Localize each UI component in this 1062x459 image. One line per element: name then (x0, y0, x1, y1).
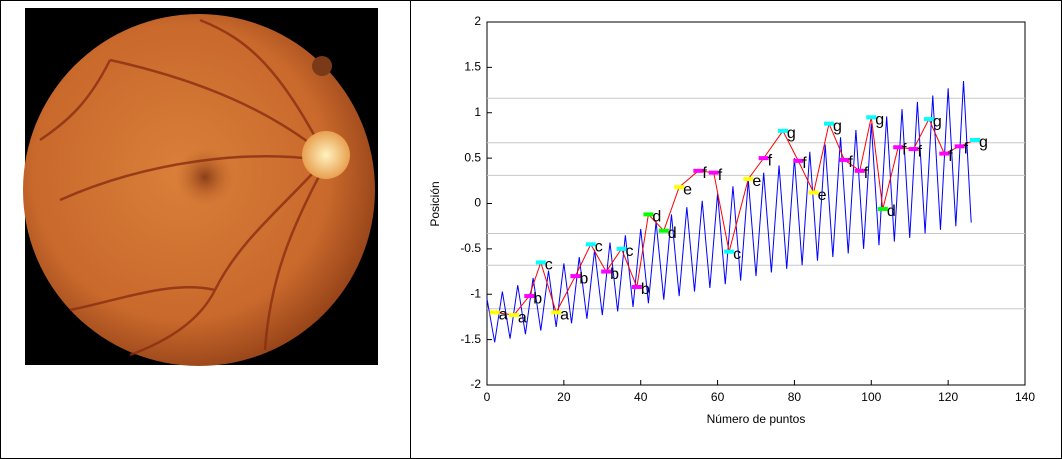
point-label: f (768, 152, 773, 169)
point-label: g (833, 118, 842, 135)
y-axis-label: Posición (428, 181, 442, 226)
point-label: b (641, 281, 650, 298)
point-label: a (518, 309, 527, 326)
point-label: a (560, 307, 569, 324)
x-tick-label: 60 (711, 390, 725, 404)
point-label: b (610, 266, 619, 283)
y-tick-label: 1.5 (464, 60, 481, 74)
point-label: c (626, 243, 634, 260)
y-tick-label: 0 (474, 196, 481, 210)
point-label: b (579, 270, 588, 287)
x-tick-label: 40 (634, 390, 648, 404)
point-label: f (864, 165, 869, 182)
y-tick-label: -0.5 (460, 241, 481, 255)
y-tick-label: -2 (470, 377, 481, 391)
point-label: g (875, 112, 884, 129)
point-label: e (752, 173, 761, 190)
y-tick-label: -1.5 (460, 332, 481, 346)
point-label: f (948, 148, 953, 165)
series-line (494, 117, 976, 316)
y-tick-label: 0.5 (464, 150, 481, 164)
point-label: f (848, 154, 853, 171)
point-label: c (595, 239, 603, 256)
x-tick-label: 100 (861, 390, 881, 404)
point-label: f (702, 165, 707, 182)
y-tick-label: 1 (474, 105, 481, 119)
point-label: f (718, 167, 723, 184)
point-label: f (902, 141, 907, 158)
x-tick-label: 0 (484, 390, 491, 404)
point-label: c (545, 257, 553, 274)
x-tick-label: 20 (557, 390, 571, 404)
x-tick-label: 140 (1015, 390, 1035, 404)
point-label: g (979, 134, 988, 151)
point-label: f (964, 141, 969, 158)
point-label: g (933, 113, 942, 130)
point-label: f (802, 155, 807, 172)
point-label: d (887, 203, 896, 220)
point-label: c (733, 246, 741, 263)
x-tick-label: 80 (788, 390, 802, 404)
plot-area (486, 21, 1026, 386)
point-label: g (787, 125, 796, 142)
cell-divider (410, 1, 411, 458)
point-label: a (499, 307, 508, 324)
retina-image (23, 8, 378, 366)
point-label: b (533, 290, 542, 307)
point-label: f (918, 143, 923, 160)
x-tick-label: 120 (938, 390, 958, 404)
y-tick-label: 2 (474, 14, 481, 28)
point-label: e (683, 181, 692, 198)
point-label: e (818, 187, 827, 204)
point-label: d (652, 209, 661, 226)
y-tick-label: -1 (470, 286, 481, 300)
x-axis-label: Número de puntos (707, 412, 806, 426)
point-label: d (668, 225, 677, 242)
